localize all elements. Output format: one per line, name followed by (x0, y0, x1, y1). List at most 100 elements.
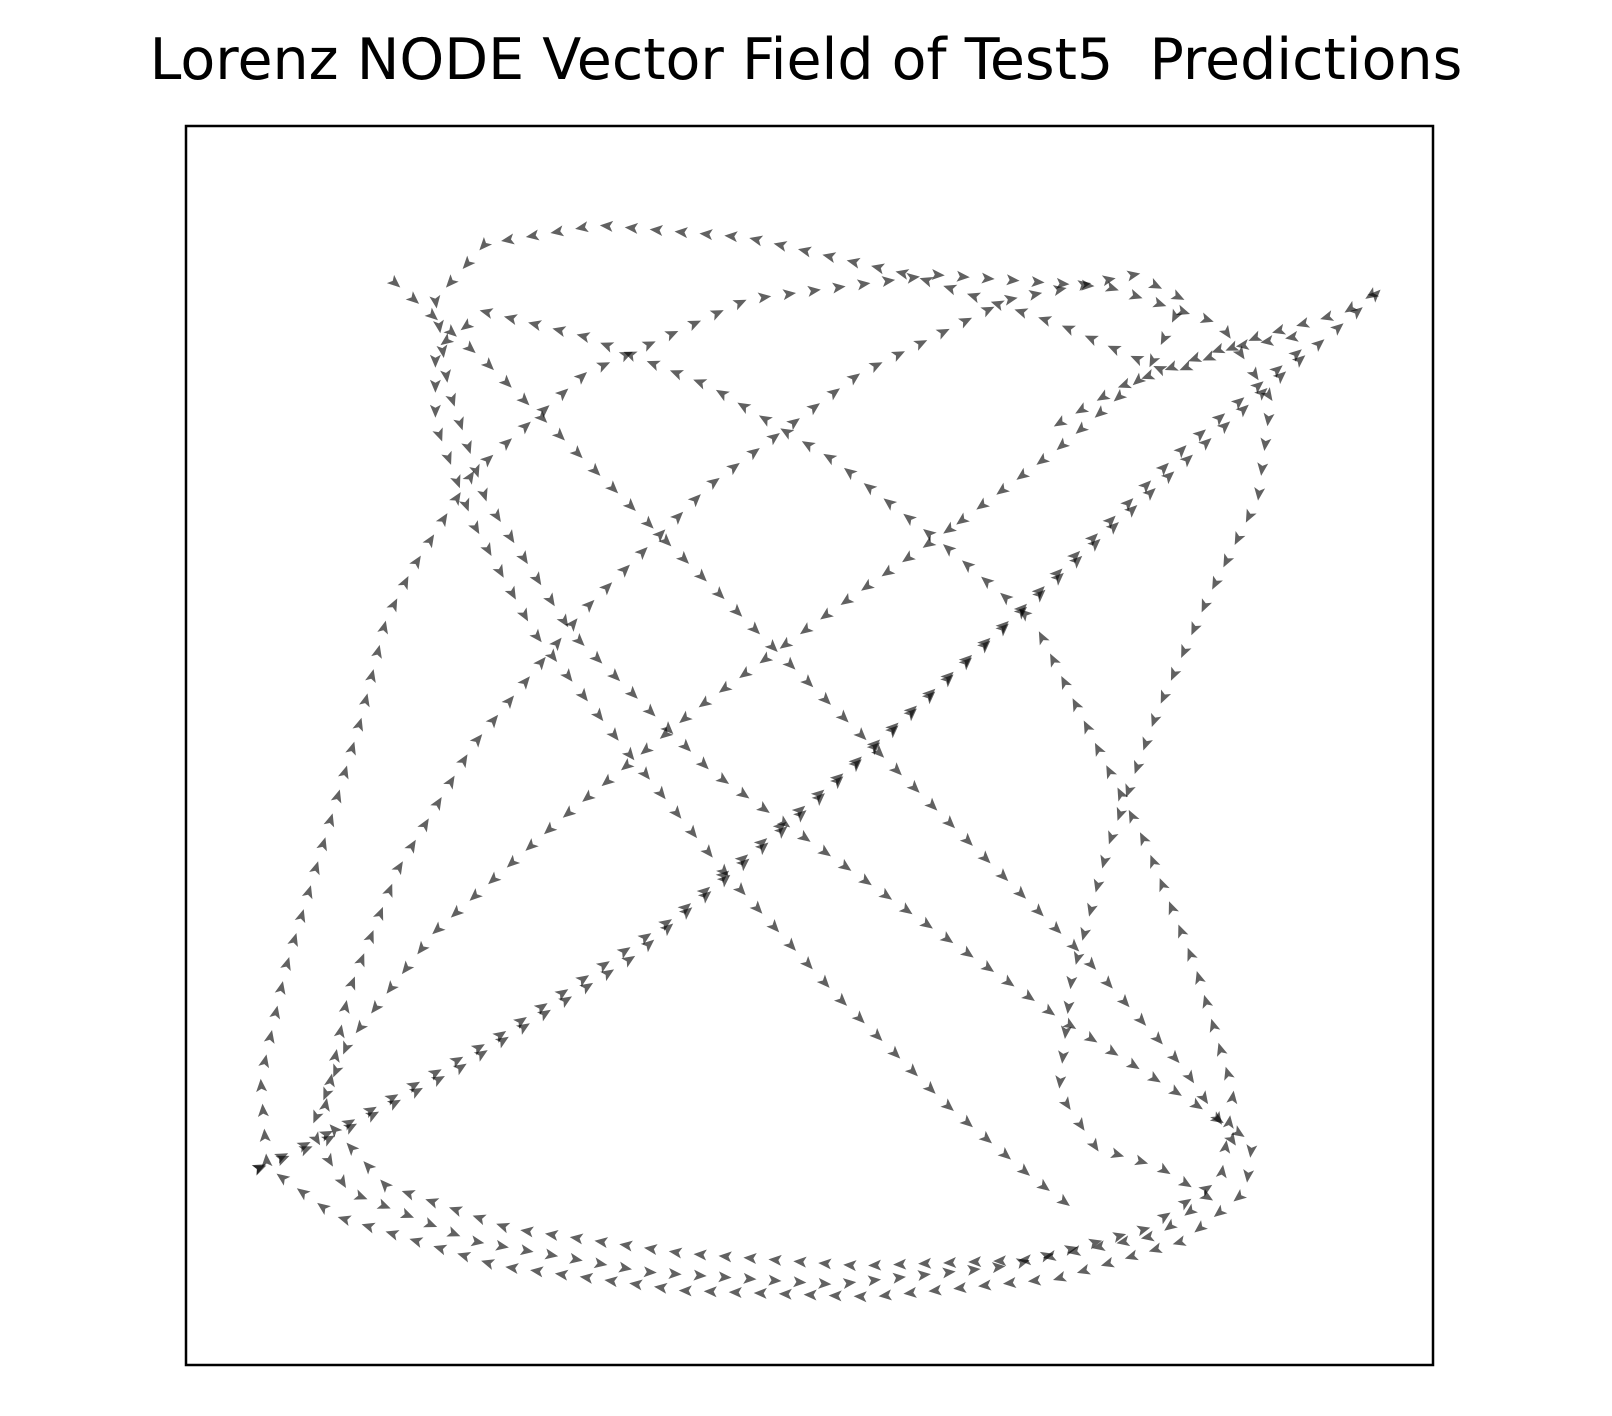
vector-arrow (1209, 1018, 1221, 1033)
vector-arrow (1153, 365, 1168, 377)
vector-arrow (343, 1123, 358, 1135)
vector-arrow (534, 409, 548, 423)
vector-arrow (385, 1230, 400, 1241)
vector-arrow (773, 241, 788, 252)
vector-arrow (263, 1029, 275, 1044)
vector-arrow (1072, 698, 1084, 713)
vector-arrow (863, 483, 878, 496)
vector-arrow (616, 947, 631, 959)
vector-arrow (878, 887, 893, 900)
vector-arrow (1058, 1096, 1071, 1111)
vector-arrow (313, 1109, 324, 1124)
vector-arrow (1080, 926, 1092, 941)
vector-arrow (699, 229, 713, 241)
vector-arrow (833, 992, 848, 1006)
vector-arrow (334, 1174, 347, 1188)
vector-arrow (1150, 1031, 1163, 1045)
vector-arrow (276, 1173, 291, 1186)
vector-arrow (1084, 533, 1098, 547)
vector-arrow (450, 474, 461, 489)
vector-arrow (571, 632, 585, 647)
vector-arrow (1156, 1212, 1171, 1225)
vector-arrow (756, 800, 770, 813)
vector-arrow (758, 415, 773, 427)
vector-arrow (1006, 274, 1020, 286)
vector-arrow (1117, 787, 1129, 802)
vector-arrow (333, 1024, 345, 1039)
vector-arrow (443, 775, 455, 790)
vector-arrow (820, 607, 834, 620)
vector-arrow (489, 508, 501, 522)
vector-arrow (1320, 310, 1335, 321)
vector-arrow (686, 320, 702, 331)
vector-arrow (817, 691, 831, 705)
vector-arrow (1107, 345, 1122, 357)
vector-arrow (1160, 330, 1172, 345)
vector-arrow (848, 756, 862, 770)
vector-arrow (529, 571, 542, 586)
vector-arrow (619, 1240, 633, 1252)
vector-arrow (931, 268, 945, 280)
vector-arrow (1061, 325, 1076, 336)
vector-arrow (1182, 1069, 1195, 1084)
vector-arrow (624, 222, 639, 234)
vector-arrow (362, 1106, 377, 1119)
vector-arrow (429, 404, 441, 418)
vector-arrow (1344, 300, 1359, 313)
vector-arrow (501, 233, 515, 245)
vector-arrow (687, 494, 701, 508)
vector-arrow (623, 351, 638, 362)
vector-arrow (1102, 515, 1116, 529)
vector-arrow (1296, 317, 1311, 328)
vector-arrow (453, 416, 464, 431)
vector-arrow (344, 976, 356, 991)
vector-arrow (1141, 369, 1156, 380)
vector-arrow (275, 1155, 290, 1166)
vector-arrow (823, 453, 838, 466)
vector-arrow (1202, 994, 1214, 1009)
vector-arrow (1063, 1000, 1075, 1015)
vector-arrow (1113, 388, 1128, 402)
vector-arrow (778, 1288, 792, 1300)
vector-arrow (966, 292, 982, 304)
vector-arrow (1224, 1066, 1235, 1081)
vector-arrow (772, 821, 787, 835)
vector-arrow (660, 721, 674, 735)
vector-arrow (587, 462, 601, 476)
vector-arrow (846, 257, 861, 269)
vector-arrow (600, 342, 615, 353)
vector-arrow (1027, 1274, 1042, 1286)
vector-arrow (1128, 288, 1143, 300)
vector-arrow (782, 656, 796, 670)
vector-arrow (696, 886, 711, 900)
vector-arrow (922, 1080, 936, 1094)
vector-arrow (573, 372, 588, 385)
vector-arrow (842, 1278, 857, 1290)
vector-arrow (1224, 1131, 1236, 1146)
vector-arrow (469, 888, 483, 901)
vector-arrow (569, 1233, 584, 1245)
vector-arrow (768, 1274, 782, 1286)
vector-arrow (251, 1164, 266, 1175)
vector-arrow (893, 1258, 907, 1270)
vector-arrow (1212, 575, 1223, 590)
vector-arrow (496, 1222, 511, 1234)
vector-arrow (943, 521, 957, 534)
vector-arrow (753, 838, 768, 851)
vector-arrow (843, 467, 858, 481)
vector-arrow (883, 498, 898, 511)
vector-arrow (492, 563, 504, 578)
vector-arrow (424, 307, 438, 321)
vector-arrow (746, 621, 761, 635)
vector-arrow (258, 1054, 270, 1069)
vector-arrow (759, 651, 774, 664)
vector-arrow (1168, 901, 1179, 916)
vector-arrow (658, 533, 672, 547)
vector-arrow (343, 1040, 354, 1055)
vector-arrow (1000, 974, 1015, 987)
vector-arrow (1077, 280, 1092, 292)
vector-arrow (957, 317, 973, 329)
vector-arrow (470, 1235, 485, 1247)
vector-arrow (888, 762, 902, 776)
vector-arrow (922, 535, 937, 548)
